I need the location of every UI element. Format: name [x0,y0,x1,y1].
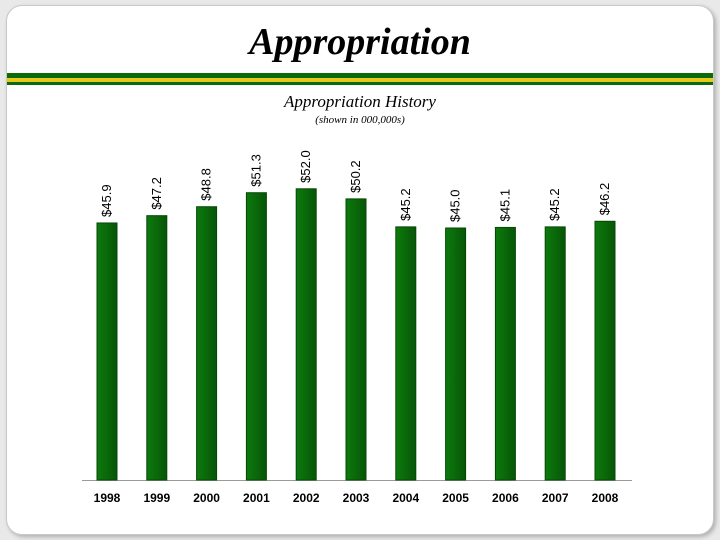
slide-title: Appropriation [249,21,471,63]
bar-group-2000: $48.8 2000 [193,168,220,505]
bar-1999 [146,215,168,481]
bar-value-label-1998: $45.9 [99,184,114,217]
bar-2002 [295,188,317,481]
bar-2006 [494,226,516,481]
header-rule-green-bottom [7,82,713,85]
bar-group-2006: $45.1 2006 [492,189,519,505]
bar-group-1998: $45.9 1998 [94,184,121,505]
bar-value-label-2000: $48.8 [199,168,214,201]
bar-2003 [345,198,367,481]
x-tick-label-2004: 2004 [392,491,419,505]
bar-group-2003: $50.2 2003 [343,160,370,505]
bar-group-2004: $45.2 2004 [392,188,419,505]
bar-2004 [395,226,417,481]
x-tick-label-2000: 2000 [193,491,220,505]
header-rule-yellow [7,78,713,82]
bar-value-label-2008: $46.2 [597,183,612,216]
chart-title: Appropriation History [284,92,436,111]
bar-value-label-1999: $47.2 [149,177,164,210]
x-tick-label-2001: 2001 [243,491,270,505]
bar-group-2002: $52.0 2002 [293,150,320,505]
bar-group-2008: $46.2 2008 [592,183,619,505]
bar-value-label-2005: $45.0 [448,189,463,222]
bar-value-label-2006: $45.1 [497,189,512,222]
header-rule-green-top [7,73,713,78]
bar-group-1999: $47.2 1999 [143,177,170,505]
bar-value-label-2003: $50.2 [348,160,363,193]
x-tick-label-2007: 2007 [542,491,569,505]
bar-2005 [445,227,467,481]
bar-2007 [544,226,566,481]
bar-group-2005: $45.0 2005 [442,189,469,505]
bar-1998 [96,222,118,481]
x-tick-label-2002: 2002 [293,491,320,505]
bar-value-label-2004: $45.2 [398,188,413,221]
x-tick-label-2003: 2003 [343,491,370,505]
x-tick-label-2006: 2006 [492,491,519,505]
x-tick-label-1999: 1999 [143,491,170,505]
x-tick-label-2005: 2005 [442,491,469,505]
bar-value-label-2002: $52.0 [298,150,313,183]
x-tick-label-2008: 2008 [592,491,619,505]
bar-group-2001: $51.3 2001 [243,154,270,505]
bar-value-label-2001: $51.3 [248,154,263,187]
x-tick-label-1998: 1998 [94,491,121,505]
chart-subtitle: (shown in 000,000s) [315,114,405,126]
bar-value-label-2007: $45.2 [547,188,562,221]
bar-2000 [196,206,218,481]
bar-2001 [245,192,267,481]
bar-group-2007: $45.2 2007 [542,188,569,505]
bar-2008 [594,220,616,481]
